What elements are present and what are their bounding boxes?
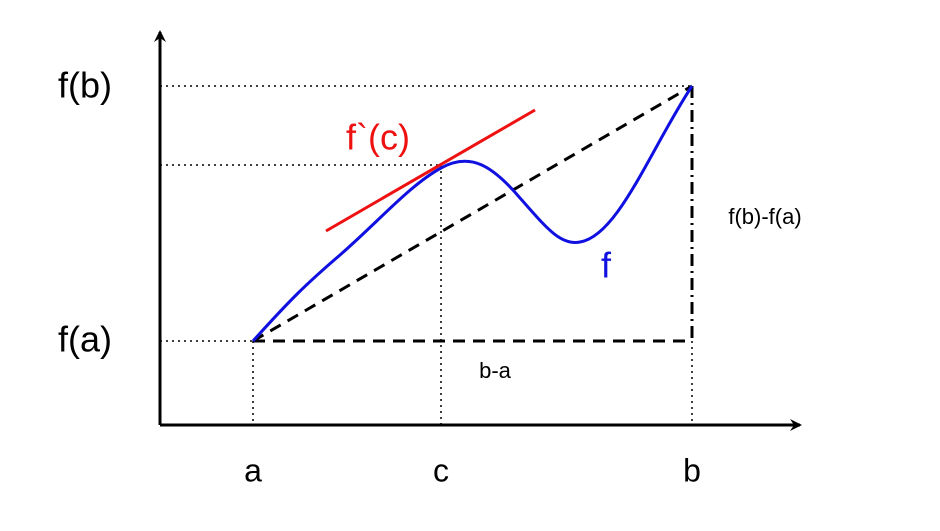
x-label: c xyxy=(433,452,449,488)
secant xyxy=(252,84,693,343)
tangent-line xyxy=(325,108,536,233)
tangent-label: f`(c) xyxy=(346,117,410,158)
y-label: f(b) xyxy=(58,65,112,106)
x-label: a xyxy=(244,452,262,488)
run-label: b-a xyxy=(479,358,512,383)
x-label: b xyxy=(683,452,701,488)
y-label: f(a) xyxy=(58,319,112,360)
function-label: f xyxy=(601,245,612,286)
function-curve xyxy=(251,85,694,343)
rise-label: f(b)-f(a) xyxy=(728,204,801,229)
